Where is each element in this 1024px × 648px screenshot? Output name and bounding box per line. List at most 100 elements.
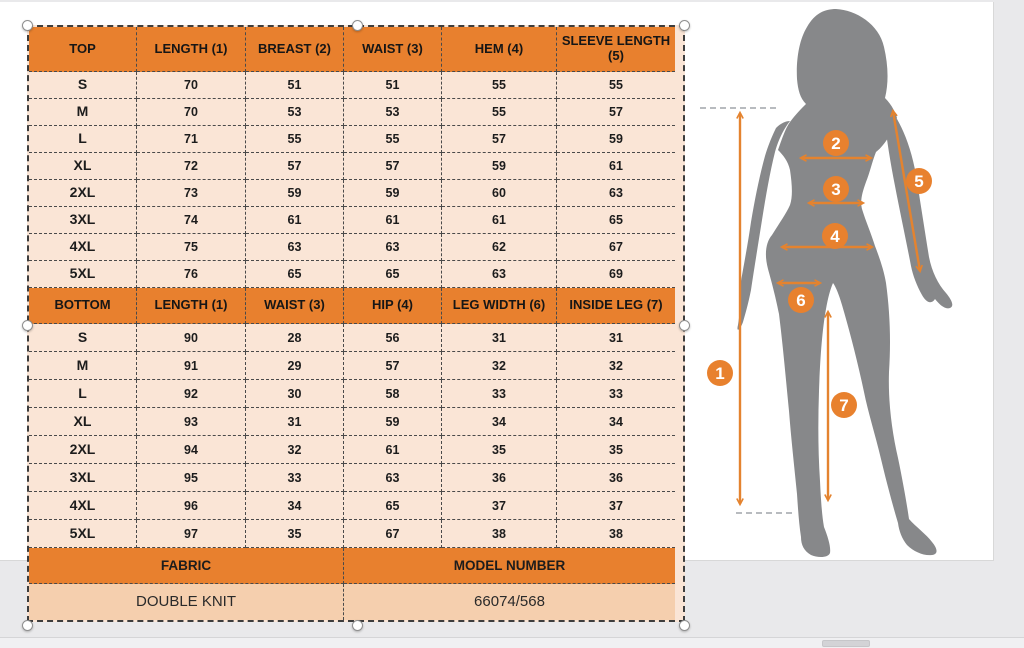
selection-handle-bottom-left[interactable] xyxy=(22,620,33,631)
value-cell: 71 xyxy=(137,126,246,153)
value-cell: 57 xyxy=(344,153,442,180)
horizontal-scrollbar[interactable] xyxy=(0,637,1024,648)
model-number-label-cell: MODEL NUMBER xyxy=(344,548,675,584)
size-cell: L xyxy=(29,126,137,153)
value-cell: 53 xyxy=(344,99,442,126)
svg-text:5: 5 xyxy=(914,172,923,191)
value-cell: 55 xyxy=(344,126,442,153)
badge-1: 1 xyxy=(707,360,733,386)
value-cell: 55 xyxy=(442,99,557,126)
size-cell: 2XL xyxy=(29,436,137,464)
value-cell: 73 xyxy=(137,180,246,207)
value-cell: 62 xyxy=(442,234,557,261)
top-header-cell: BREAST (2) xyxy=(246,27,344,72)
bottom-header-cell: WAIST (3) xyxy=(246,288,344,324)
value-cell: 51 xyxy=(246,72,344,99)
size-cell: 3XL xyxy=(29,207,137,234)
value-cell: 28 xyxy=(246,324,344,352)
size-cell: M xyxy=(29,99,137,126)
value-cell: 38 xyxy=(557,520,675,548)
value-cell: 63 xyxy=(344,464,442,492)
svg-text:1: 1 xyxy=(715,364,724,383)
badge-3: 3 xyxy=(823,176,849,202)
selection-handle-middle-left[interactable] xyxy=(22,320,33,331)
size-chart-object[interactable]: TOP LENGTH (1) BREAST (2) WAIST (3) HEM … xyxy=(22,20,690,631)
selection-handle-bottom-right[interactable] xyxy=(679,620,690,631)
value-cell: 34 xyxy=(442,408,557,436)
value-cell: 65 xyxy=(557,207,675,234)
value-cell: 59 xyxy=(442,153,557,180)
value-cell: 67 xyxy=(344,520,442,548)
value-cell: 69 xyxy=(557,261,675,288)
fabric-label-cell: FABRIC xyxy=(29,548,344,584)
selection-handle-top-left[interactable] xyxy=(22,20,33,31)
value-cell: 92 xyxy=(137,380,246,408)
size-cell: 5XL xyxy=(29,261,137,288)
value-cell: 32 xyxy=(246,436,344,464)
value-cell: 94 xyxy=(137,436,246,464)
selection-handle-bottom-center[interactable] xyxy=(352,620,363,631)
svg-text:7: 7 xyxy=(839,396,848,415)
value-cell: 72 xyxy=(137,153,246,180)
value-cell: 61 xyxy=(557,153,675,180)
value-cell: 57 xyxy=(246,153,344,180)
size-cell: S xyxy=(29,324,137,352)
value-cell: 36 xyxy=(557,464,675,492)
value-cell: 75 xyxy=(137,234,246,261)
value-cell: 65 xyxy=(246,261,344,288)
selection-handle-top-right[interactable] xyxy=(679,20,690,31)
svg-text:3: 3 xyxy=(831,180,840,199)
value-cell: 37 xyxy=(557,492,675,520)
size-cell: 4XL xyxy=(29,234,137,261)
right-arm xyxy=(886,119,953,309)
size-cell: 3XL xyxy=(29,464,137,492)
size-cell: XL xyxy=(29,153,137,180)
value-cell: 97 xyxy=(137,520,246,548)
value-cell: 55 xyxy=(246,126,344,153)
value-cell: 70 xyxy=(137,99,246,126)
value-cell: 35 xyxy=(246,520,344,548)
svg-text:6: 6 xyxy=(796,291,805,310)
value-cell: 91 xyxy=(137,352,246,380)
value-cell: 96 xyxy=(137,492,246,520)
selection-handle-top-center[interactable] xyxy=(352,20,363,31)
value-cell: 35 xyxy=(557,436,675,464)
bottom-header-cell: HIP (4) xyxy=(344,288,442,324)
value-cell: 59 xyxy=(246,180,344,207)
scrollbar-thumb[interactable] xyxy=(822,640,870,647)
fabric-value-cell: DOUBLE KNIT xyxy=(29,584,344,620)
value-cell: 31 xyxy=(246,408,344,436)
bottom-header-cell: LEG WIDTH (6) xyxy=(442,288,557,324)
value-cell: 33 xyxy=(442,380,557,408)
size-cell: 2XL xyxy=(29,180,137,207)
bottom-header-cell: INSIDE LEG (7) xyxy=(557,288,675,324)
top-header-cell: TOP xyxy=(29,27,137,72)
size-cell: XL xyxy=(29,408,137,436)
badge-5: 5 xyxy=(906,168,932,194)
top-header-cell: SLEEVE LENGTH (5) xyxy=(557,27,675,72)
value-cell: 31 xyxy=(557,324,675,352)
value-cell: 61 xyxy=(246,207,344,234)
value-cell: 60 xyxy=(442,180,557,207)
badge-6: 6 xyxy=(788,287,814,313)
value-cell: 67 xyxy=(557,234,675,261)
value-cell: 63 xyxy=(442,261,557,288)
size-cell: S xyxy=(29,72,137,99)
badge-4: 4 xyxy=(822,223,848,249)
value-cell: 56 xyxy=(344,324,442,352)
arrow-5-sleeve xyxy=(890,108,923,274)
size-chart-table: TOP LENGTH (1) BREAST (2) WAIST (3) HEM … xyxy=(27,25,685,622)
value-cell: 53 xyxy=(246,99,344,126)
value-cell: 36 xyxy=(442,464,557,492)
value-cell: 93 xyxy=(137,408,246,436)
value-cell: 63 xyxy=(557,180,675,207)
selection-handle-middle-right[interactable] xyxy=(679,320,690,331)
value-cell: 63 xyxy=(344,234,442,261)
value-cell: 70 xyxy=(137,72,246,99)
value-cell: 57 xyxy=(344,352,442,380)
size-cell: 5XL xyxy=(29,520,137,548)
left-arm xyxy=(737,121,790,330)
value-cell: 58 xyxy=(344,380,442,408)
value-cell: 33 xyxy=(557,380,675,408)
